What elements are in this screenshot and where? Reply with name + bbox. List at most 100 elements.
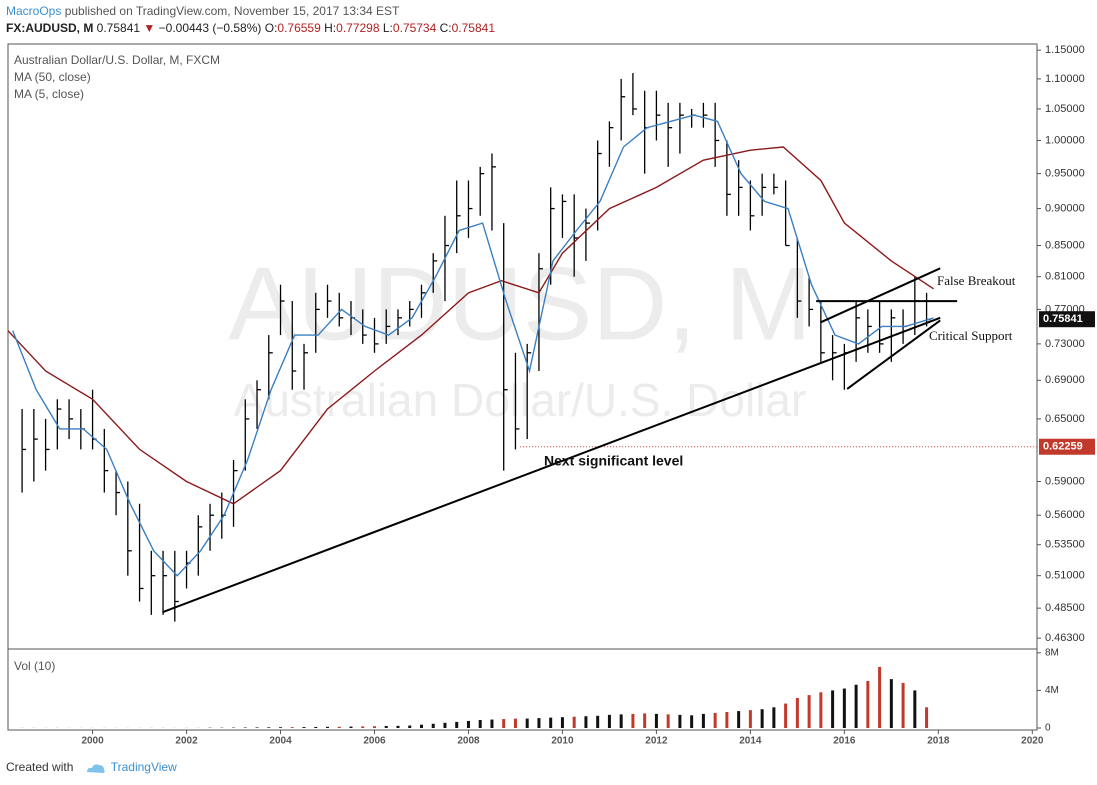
x-tick-label: 2018 xyxy=(927,736,950,747)
volume-bar xyxy=(925,707,929,728)
volume-bar xyxy=(337,726,341,728)
footer: Created with TradingView xyxy=(6,760,177,774)
volume-bar xyxy=(690,715,694,728)
volume-bar xyxy=(584,716,588,728)
x-tick-label: 2006 xyxy=(363,736,386,747)
volume-bar xyxy=(701,713,705,728)
volume-bar xyxy=(643,713,647,728)
price-tag-label: 0.75841 xyxy=(1043,313,1083,325)
ohlc-key: H: xyxy=(324,21,337,35)
trendline xyxy=(819,267,941,324)
volume-bar xyxy=(784,703,788,728)
volume-bar xyxy=(713,712,717,728)
x-axis: 2000 2002 2004 2006 2008 2010 2012 2014 2016 2018… xyxy=(81,730,1044,747)
y-tick-label: 1.05000 xyxy=(1045,103,1085,115)
volume-bar xyxy=(572,716,576,728)
y-tick-label: 0.46300 xyxy=(1045,632,1085,644)
volume-bar xyxy=(819,692,823,728)
volume-bar xyxy=(525,718,529,728)
x-tick-label: 2020 xyxy=(1021,736,1044,747)
annotation: Critical Support xyxy=(929,328,1013,343)
legend-entry: MA (5, close) xyxy=(14,87,84,101)
logo xyxy=(86,764,105,773)
legend-entry: MA (50, close) xyxy=(14,70,91,84)
volume-bar xyxy=(396,725,400,728)
volume-bar xyxy=(372,726,376,728)
volume-bar xyxy=(831,690,835,728)
annotation: Next significant level xyxy=(544,453,683,469)
annotation: False Breakout xyxy=(937,273,1016,288)
volume-bar xyxy=(795,697,799,728)
volume-bar xyxy=(419,724,423,728)
volume-bar xyxy=(537,718,541,728)
ohlc-value: 0.75841 xyxy=(451,21,496,35)
trendline xyxy=(162,316,941,614)
moving-average xyxy=(7,146,934,505)
published: published on TradingView.com, November 1… xyxy=(64,4,400,18)
ohlc-key: O: xyxy=(264,21,278,35)
volume-bar xyxy=(549,717,553,728)
x-tick-label: 2004 xyxy=(269,736,292,747)
x-tick-label: 2008 xyxy=(457,736,480,747)
volume-bar xyxy=(842,688,846,728)
x-tick-label: 2002 xyxy=(175,736,198,747)
volume-bar xyxy=(314,726,318,728)
ohlc-value: 0.75734 xyxy=(392,21,437,35)
volume-bar xyxy=(443,722,447,728)
y-tick-label: 0.53500 xyxy=(1045,539,1085,551)
volume-bar xyxy=(384,726,388,728)
volume-bar xyxy=(913,690,917,728)
header-line-2: FX:AUDUSD, M 0.75841 ▼ −0.00443 (−0.58%)… xyxy=(6,20,495,37)
watermark: Australian Dollar/U.S. Dollar xyxy=(234,374,807,426)
volume-bar xyxy=(631,713,635,728)
volume-bar xyxy=(737,711,741,728)
ohlc-key: L: xyxy=(382,21,393,35)
x-tick-label: 2014 xyxy=(739,736,762,747)
change: −0.00443 (−0.58%) xyxy=(158,21,262,35)
volume-bar xyxy=(502,719,506,728)
volume-bar xyxy=(748,710,752,728)
volume-bar xyxy=(290,727,294,728)
volume-bar xyxy=(560,717,564,728)
symbol: FX:AUDUSD, M xyxy=(6,21,94,35)
header: MacroOps published on TradingView.com, N… xyxy=(6,3,495,37)
y-tick-label: 0.73000 xyxy=(1045,338,1085,350)
legend-main: Australian Dollar/U.S. Dollar, M, FXCM xyxy=(14,53,220,67)
volume-bar xyxy=(889,679,893,728)
volume-bar xyxy=(255,727,259,728)
volume-bar xyxy=(654,713,658,728)
volume-bar xyxy=(408,725,412,728)
y-tick-label: 0.48500 xyxy=(1045,602,1085,614)
volume-bar xyxy=(772,707,776,728)
brand[interactable]: TradingView xyxy=(110,760,177,774)
vol-tick-label: 8M xyxy=(1045,647,1059,658)
volume-bar xyxy=(866,681,870,728)
y-tick-label: 0.51000 xyxy=(1045,570,1085,582)
y-tick-label: 0.65000 xyxy=(1045,413,1085,425)
ohlc-value: 0.76559 xyxy=(277,21,321,35)
ohlc: O:0.76559 H:0.77298 L:0.75734 C:0.75841 xyxy=(265,21,495,35)
volume-bar xyxy=(666,714,670,728)
plot-frame xyxy=(7,43,1038,731)
volume-bar xyxy=(466,720,470,728)
vol-tick-label: 0 xyxy=(1045,723,1051,734)
ohlc-value: 0.77298 xyxy=(336,21,380,35)
author[interactable]: MacroOps xyxy=(6,4,62,18)
x-tick-label: 2012 xyxy=(645,736,668,747)
volume-bar xyxy=(760,709,764,728)
y-tick-label: 0.59000 xyxy=(1045,475,1085,487)
volume-bar xyxy=(596,715,600,728)
x-tick-label: 2016 xyxy=(833,736,856,747)
volume-bar xyxy=(854,684,858,728)
y-tick-label: 0.85000 xyxy=(1045,239,1085,251)
legend-volume: Vol (10) xyxy=(14,659,55,673)
volume-bar xyxy=(302,727,306,728)
y-tick-label: 1.15000 xyxy=(1045,44,1085,56)
vol-tick-label: 4M xyxy=(1045,685,1059,696)
volume-bar xyxy=(513,718,517,728)
volume-bar xyxy=(326,726,330,728)
y-tick-label: 0.90000 xyxy=(1045,202,1085,214)
price-tag-label: 0.62259 xyxy=(1043,441,1083,453)
volume-bar xyxy=(267,727,271,728)
